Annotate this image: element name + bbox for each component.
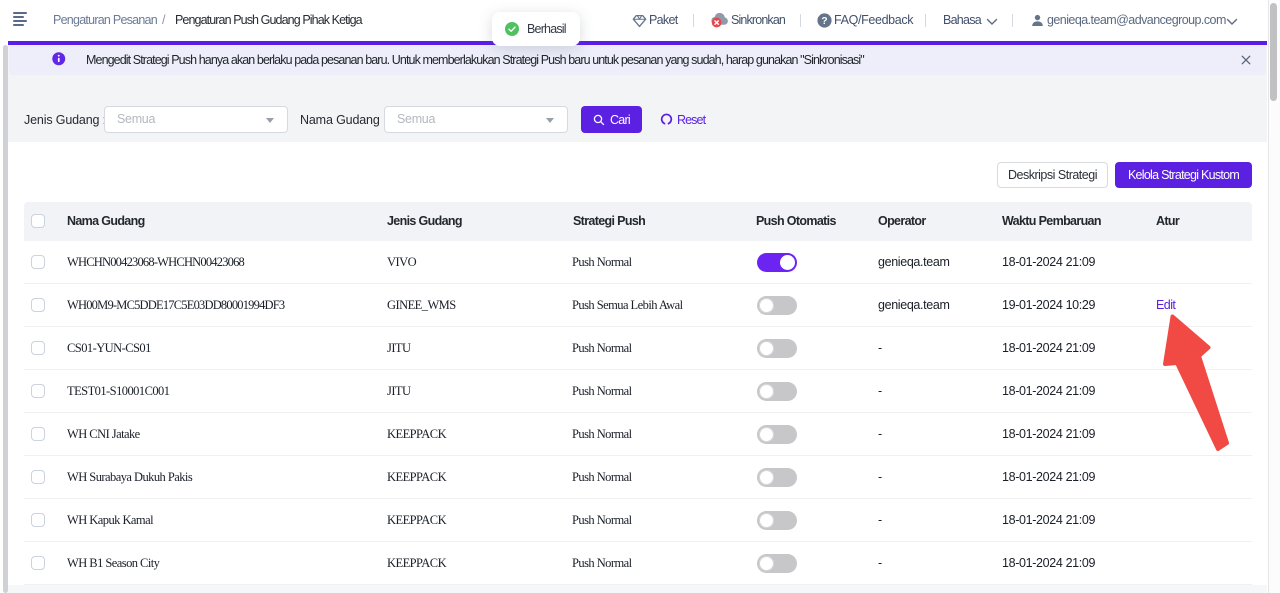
svg-text:?: ? — [821, 16, 827, 27]
